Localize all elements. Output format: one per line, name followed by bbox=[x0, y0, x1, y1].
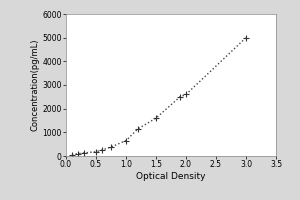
Y-axis label: Concentration(pg/mL): Concentration(pg/mL) bbox=[31, 39, 40, 131]
X-axis label: Optical Density: Optical Density bbox=[136, 172, 206, 181]
